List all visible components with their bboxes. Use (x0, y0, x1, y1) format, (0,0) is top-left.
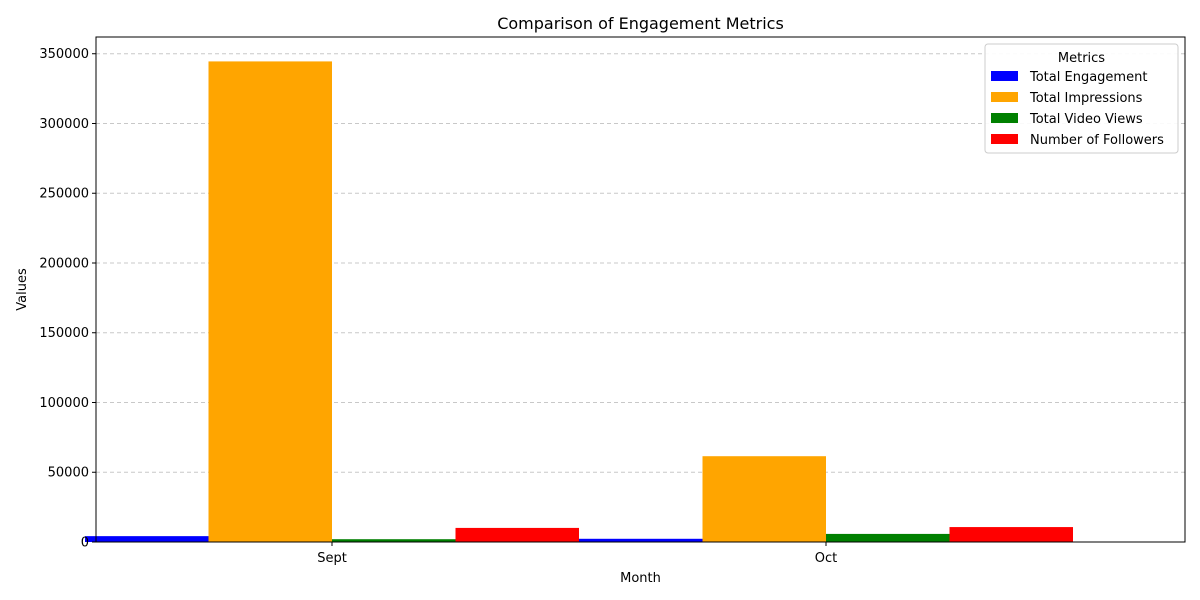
y-tick-label: 300000 (39, 117, 89, 132)
legend-label: Total Video Views (1029, 112, 1143, 127)
bar-total-engagement-sept (85, 536, 209, 542)
y-tick-label: 350000 (39, 47, 89, 62)
legend-label: Number of Followers (1030, 133, 1164, 148)
legend-label: Total Impressions (1029, 91, 1143, 106)
y-tick-label: 50000 (48, 466, 89, 481)
x-axis-label: Month (620, 571, 661, 586)
y-tick-label: 150000 (39, 326, 89, 341)
y-axis-ticks: 0 50000 100000 150000 200000 250000 300000 3500… (39, 47, 96, 551)
bar-total-video-views-oct (826, 533, 950, 542)
legend-swatch (991, 71, 1018, 81)
bar-total-video-views-sept (332, 539, 456, 542)
bar-number-of-followers-oct (949, 527, 1073, 542)
legend-title: Metrics (1058, 51, 1105, 66)
x-axis-ticks: Sept Oct (317, 542, 837, 566)
x-tick-label: Oct (815, 551, 837, 566)
plot-frame (95, 36, 1186, 543)
y-tick-label: 200000 (39, 256, 89, 271)
chart-title: Comparison of Engagement Metrics (497, 14, 784, 33)
legend-box (984, 43, 1179, 154)
bar-number-of-followers-sept (455, 527, 579, 542)
legend-items: Total Engagement Total Impressions Total V… (991, 70, 1164, 148)
legend: Metrics Total Engagement Total Impression… (984, 43, 1179, 154)
y-tick-label: 0 (81, 536, 89, 551)
bars (85, 61, 1073, 542)
legend-label: Total Engagement (1029, 70, 1147, 85)
y-tick-label: 250000 (39, 187, 89, 202)
y-axis-label: Values (15, 268, 30, 311)
legend-swatch (991, 113, 1018, 123)
legend-swatch (991, 92, 1018, 102)
legend-swatch (991, 134, 1018, 144)
bar-total-impressions-sept (208, 61, 332, 542)
x-tick-label: Sept (317, 551, 347, 566)
bar-total-impressions-oct (702, 456, 826, 542)
bar-total-engagement-oct (579, 538, 703, 542)
y-tick-label: 100000 (39, 396, 89, 411)
